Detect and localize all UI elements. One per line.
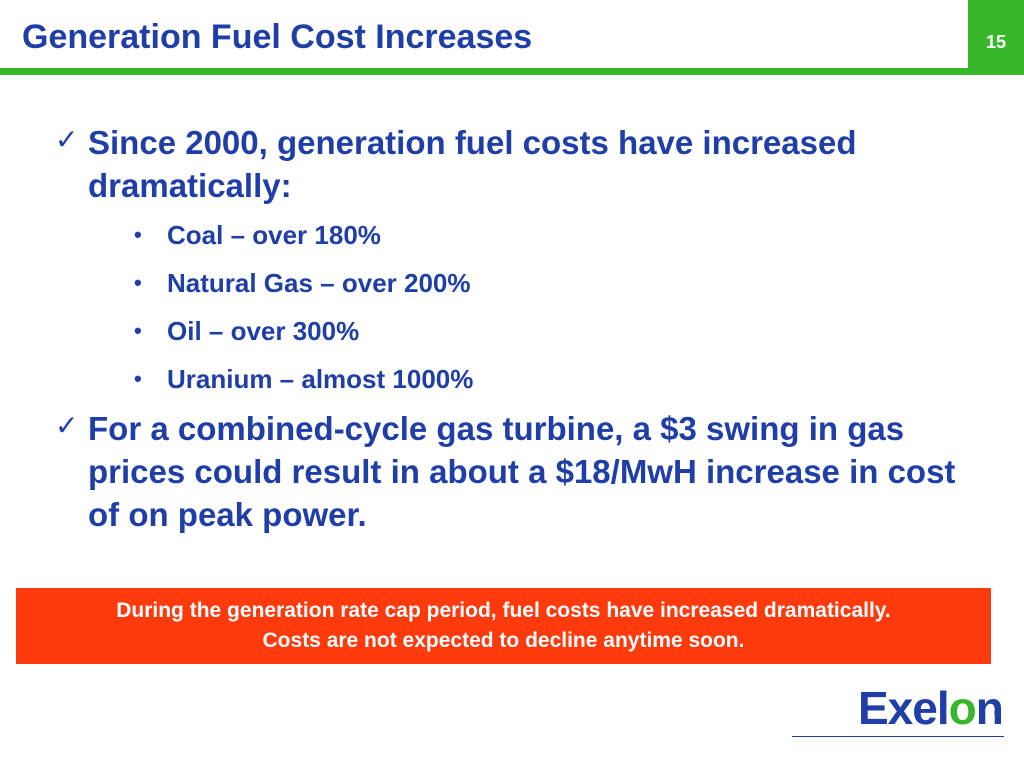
sub-bullet-natural-gas: • Natural Gas – over 200% [134, 259, 995, 307]
main-bullet-text: Since 2000, generation fuel costs have i… [88, 124, 857, 204]
bullet-dot-icon: • [134, 270, 142, 295]
logo-underline [792, 736, 1004, 737]
sub-bullet-text: Oil – over 300% [167, 316, 360, 346]
page-number-box: 15 [968, 0, 1024, 75]
main-bullet-2: ✓ For a combined-cycle gas turbine, a $3… [55, 407, 995, 536]
sub-bullet-text: Natural Gas – over 200% [167, 268, 471, 298]
callout-line-1: During the generation rate cap period, f… [116, 599, 891, 622]
checkmark-icon: ✓ [55, 123, 79, 156]
main-bullet-1: ✓ Since 2000, generation fuel costs have… [55, 121, 995, 403]
title-divider [0, 68, 968, 75]
bullet-dot-icon: • [134, 366, 142, 391]
sub-bullet-oil: • Oil – over 300% [134, 307, 995, 355]
sub-bullet-text: Coal – over 180% [167, 220, 381, 250]
sub-bullet-coal: • Coal – over 180% [134, 211, 995, 259]
logo-text-end: n [975, 682, 1004, 734]
checkmark-icon: ✓ [55, 409, 79, 442]
slide-title: Generation Fuel Cost Increases [22, 18, 533, 56]
registered-mark: ® [994, 708, 1002, 719]
bullet-dot-icon: • [134, 318, 142, 343]
slide-content: ✓ Since 2000, generation fuel costs have… [55, 121, 995, 536]
callout-box: During the generation rate cap period, f… [16, 588, 991, 664]
logo-text-start: Exel [858, 682, 950, 734]
callout-line-2: Costs are not expected to decline anytim… [262, 629, 745, 652]
sub-bullet-uranium: • Uranium – almost 1000% [134, 355, 995, 403]
bullet-dot-icon: • [134, 222, 142, 247]
main-bullet-text: For a combined-cycle gas turbine, a $3 s… [88, 410, 956, 533]
sub-bullet-list: • Coal – over 180% • Natural Gas – over … [88, 211, 995, 403]
exelon-logo: Exelon [858, 682, 1004, 734]
power-symbol-icon: o [948, 682, 977, 734]
page-number: 15 [985, 32, 1007, 52]
sub-bullet-text: Uranium – almost 1000% [167, 364, 474, 394]
